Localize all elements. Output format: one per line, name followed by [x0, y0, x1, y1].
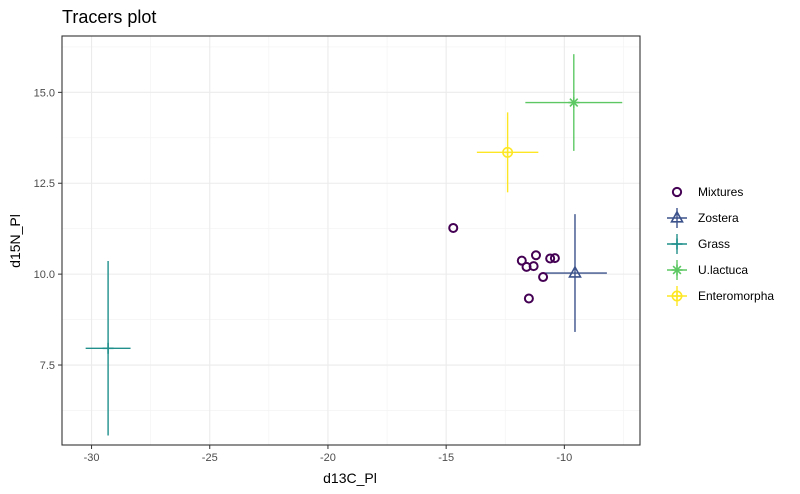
plot-panel: [61, 35, 641, 446]
x-tick-label: -25: [202, 452, 218, 464]
legend-label: Mixtures: [698, 185, 743, 199]
y-tick-label: 12.5: [34, 178, 55, 190]
triangle-marker: [568, 265, 582, 278]
source-u-lactuca: [525, 54, 623, 151]
legend-item-enteromorpha: Enteromorpha: [667, 286, 774, 306]
legend-item-zostera: Zostera: [667, 208, 739, 228]
y-tick-label: 15.0: [34, 87, 55, 99]
mixture-point: [545, 253, 556, 264]
legend-label: Enteromorpha: [698, 289, 774, 303]
source-zostera: [543, 214, 607, 332]
asterisk-marker-stroke: [672, 265, 682, 275]
x-tick-label: -10: [556, 452, 572, 464]
mixture-point: [523, 293, 534, 304]
x-axis: -30 -25 -20 -15 -10: [84, 445, 572, 464]
source-enteromorpha: [476, 112, 539, 193]
triangle-marker: [670, 210, 684, 223]
y-tick-label: 10.0: [34, 269, 55, 281]
legend-label: Grass: [698, 237, 730, 251]
x-tick-label: -15: [438, 452, 454, 464]
circle-marker: [671, 186, 683, 198]
mixture-point: [516, 255, 527, 266]
mixture-point: [448, 222, 459, 233]
x-axis-title: d13C_Pl: [323, 470, 377, 486]
mixture-point: [530, 250, 541, 261]
panel-background: [62, 36, 640, 445]
legend-label: Zostera: [698, 211, 739, 225]
y-axis-title: d15N_Pl: [7, 214, 23, 268]
legend-item-mixtures: Mixtures: [671, 185, 743, 199]
legend-item-grass: Grass: [667, 234, 730, 254]
x-tick-label: -20: [320, 452, 336, 464]
panel-border: [61, 35, 641, 446]
source-grass: [85, 261, 131, 436]
y-tick-label: 7.5: [40, 360, 55, 372]
legend-label: U.lactuca: [698, 263, 748, 277]
legend: Mixtures Zostera Grass U.lactuca Enteromorph…: [667, 185, 774, 306]
mixture-point: [538, 272, 549, 283]
mixtures-series: [448, 222, 560, 304]
asterisk-marker-stroke: [569, 98, 579, 107]
legend-item-u-lactuca: U.lactuca: [667, 260, 748, 280]
y-axis: 7.5 10.0 12.5 15.0: [34, 87, 62, 372]
mixture-point: [549, 253, 560, 264]
mixture-point: [528, 261, 539, 272]
x-tick-label: -30: [84, 452, 100, 464]
chart-title: Tracers plot: [62, 7, 156, 27]
